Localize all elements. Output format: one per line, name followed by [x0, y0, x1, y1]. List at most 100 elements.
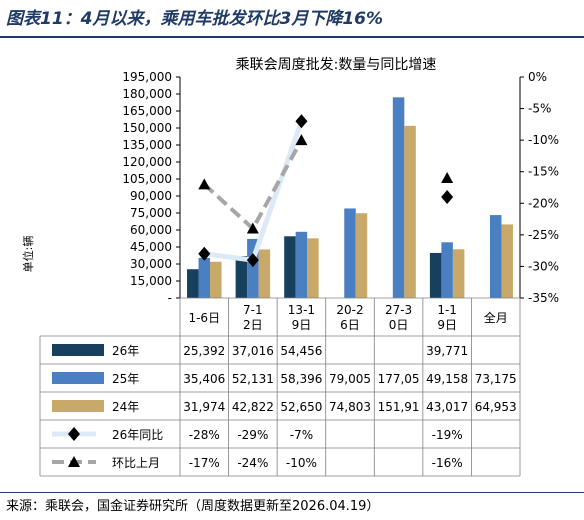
bar-24年-1-19日	[452, 249, 465, 298]
marker-环比上月-1-19日	[441, 172, 454, 184]
x-tick-label: 13-1 9日	[288, 303, 315, 332]
legend-label-25年: 25年	[112, 372, 139, 386]
y2-tick-label: -25%	[528, 228, 559, 242]
marker-26年同比-7-12日	[246, 253, 259, 268]
y-tick-label: -	[168, 291, 172, 305]
legend-label-24年: 24年	[112, 400, 139, 414]
data-label: 151,91	[378, 400, 420, 414]
x-tick-label: 7-1 2日	[243, 303, 263, 332]
bar-25年-7-12日	[247, 238, 259, 298]
bar-26年-13-19日	[284, 236, 296, 298]
marker-26年同比-13-19日	[295, 114, 308, 129]
data-label: 43,017	[426, 400, 468, 414]
x-tick-label-part: 2日	[243, 318, 263, 332]
x-tick-label: 20-2 6日	[336, 303, 363, 332]
data-label: 52,131	[232, 372, 274, 386]
data-label: 39,771	[426, 344, 468, 358]
data-label: 79,005	[329, 372, 371, 386]
data-label: 31,974	[183, 400, 225, 414]
y-tick-label: 60,000	[130, 223, 172, 237]
y-tick-label: 165,000	[122, 104, 172, 118]
y2-tick-label: -30%	[528, 259, 559, 273]
bar-26年-1-6日	[187, 269, 199, 298]
data-label: 54,456	[280, 344, 322, 358]
data-label: -28%	[189, 428, 220, 442]
title-rule	[0, 36, 584, 38]
data-label: -17%	[189, 456, 220, 470]
y-tick-label: 30,000	[130, 257, 172, 271]
marker-环比上月-7-12日	[246, 222, 259, 234]
marker-26年同比-1-6日	[198, 246, 211, 261]
bar-25年-20-26日	[344, 208, 356, 298]
bar-25年-全月	[489, 215, 502, 298]
bar-25年-1-6日	[198, 257, 211, 298]
data-label: -24%	[237, 456, 268, 470]
data-label: -29%	[237, 428, 268, 442]
data-label: 64,953	[475, 400, 517, 414]
chart-title: 乘联会周度批发:数量与同比增速	[236, 57, 437, 73]
legend-label-环比上月: 环比上月	[112, 456, 160, 470]
y-tick-label: 150,000	[122, 121, 172, 135]
bar-24年-20-26日	[355, 213, 368, 298]
x-tick-label-part: 9日	[437, 318, 457, 332]
y-tick-label: 135,000	[122, 138, 172, 152]
x-tick-label-part: 27-3	[385, 303, 412, 317]
bar-26年-1-19日	[429, 252, 442, 298]
y2-tick-label: -10%	[528, 133, 559, 147]
y2-tick-label: -15%	[528, 165, 559, 179]
bar-24年-13-19日	[307, 238, 319, 298]
x-tick-label: 27-3 0日	[385, 303, 412, 332]
data-label: 73,175	[475, 372, 517, 386]
data-label: 74,803	[329, 400, 371, 414]
y2-tick-label: 0%	[528, 70, 547, 84]
bar-24年-全月	[501, 224, 513, 298]
y2-tick-label: -20%	[528, 196, 559, 210]
bar-25年-13-19日	[295, 231, 308, 298]
bar-24年-7-12日	[258, 249, 271, 298]
data-label: 52,650	[280, 400, 322, 414]
y2-tick-label: -35%	[528, 291, 559, 305]
x-tick-label-part: 0日	[389, 318, 409, 332]
bottom-rule	[0, 492, 584, 493]
x-tick-label-part: 13-1	[288, 303, 315, 317]
data-label: 177,05	[378, 372, 420, 386]
marker-环比上月-13-19日	[295, 134, 308, 146]
marker-环比上月-1-6日	[198, 178, 211, 190]
x-tick-label-part: 6日	[340, 318, 360, 332]
x-tick-label: 1-1 9日	[437, 303, 457, 332]
x-tick-label: 1-6日	[188, 311, 220, 325]
data-label: 25,392	[183, 344, 225, 358]
chart: 乘联会周度批发:数量与同比增速 单位:辆 - 15,000 30,000 45,000…	[21, 57, 559, 477]
bar-25年-27-30日	[392, 97, 405, 298]
x-tick-label-part: 9日	[292, 318, 312, 332]
legend-key-24年	[52, 400, 104, 412]
data-label: -19%	[432, 428, 463, 442]
y-tick-label: 105,000	[122, 172, 172, 186]
data-label: 58,396	[280, 372, 322, 386]
y-tick-label: 90,000	[130, 189, 172, 203]
x-tick-label: 全月	[484, 310, 508, 325]
legend-marker-26年同比	[68, 427, 80, 441]
bar-24年-1-6日	[210, 261, 222, 298]
figure-title: 图表11：4月以来，乘用车批发环比3月下降16%	[6, 9, 384, 29]
data-label: 37,016	[232, 344, 274, 358]
legend-label-26年同比: 26年同比	[112, 428, 163, 442]
data-label: -16%	[432, 456, 463, 470]
line-环比上月	[202, 139, 304, 232]
x-tick-label-part: 1-1	[437, 303, 457, 317]
x-tick-label-part: 7-1	[243, 303, 263, 317]
data-label: -10%	[286, 456, 317, 470]
y-tick-label: 195,000	[122, 70, 172, 84]
data-label: 42,822	[232, 400, 274, 414]
legend-marker-环比上月	[68, 456, 80, 467]
marker-26年同比-1-19日	[441, 189, 454, 204]
y-tick-label: 75,000	[130, 206, 172, 220]
legend-label-26年: 26年	[112, 344, 139, 358]
bar-24年-27-30日	[404, 125, 416, 299]
y-tick-label: 180,000	[122, 87, 172, 101]
y-tick-label: 45,000	[130, 240, 172, 254]
data-label: 49,158	[426, 372, 468, 386]
legend-key-26年	[52, 344, 104, 356]
data-label: -7%	[290, 428, 313, 442]
y-tick-label: 120,000	[122, 155, 172, 169]
